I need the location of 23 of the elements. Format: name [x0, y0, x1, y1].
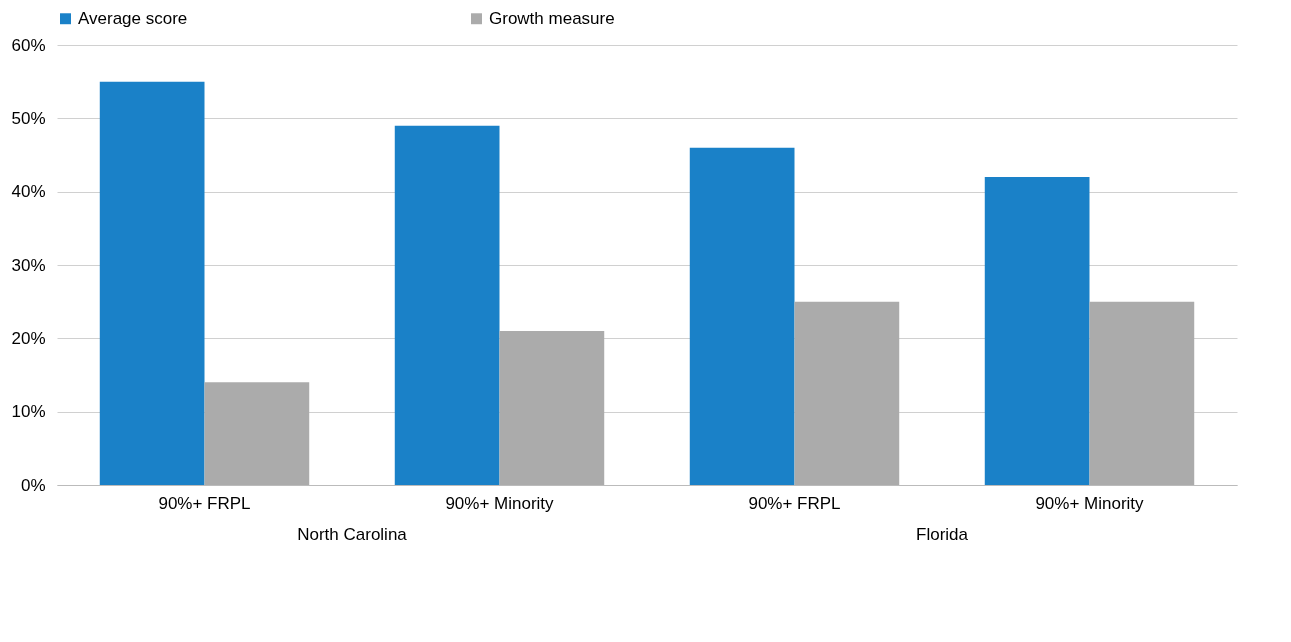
y-tick-label: 10% [11, 402, 46, 422]
bar [794, 301, 900, 485]
legend-label: Growth measure [489, 8, 615, 28]
bar [499, 331, 605, 485]
x-tick-label: 90%+ Minority [445, 493, 555, 513]
x-tick-label: 90%+ Minority [1035, 493, 1145, 513]
bar [984, 177, 1090, 485]
x-tick-label: 90%+ FRPL [158, 493, 251, 513]
bar [1089, 301, 1195, 485]
bar [204, 382, 310, 485]
y-tick-label: 40% [11, 182, 46, 202]
bar [99, 81, 205, 485]
y-tick-label: 50% [11, 108, 46, 128]
y-tick-label: 0% [20, 475, 46, 495]
y-tick-label: 60% [11, 35, 46, 55]
legend-label: Average score [78, 8, 188, 28]
bar [689, 147, 795, 485]
text: North Carolina [297, 525, 408, 544]
y-tick-label: 30% [11, 255, 46, 275]
x-tick-label: 90%+ FRPL [748, 493, 841, 513]
y-tick-label: 20% [11, 328, 46, 348]
bar [394, 125, 500, 485]
text: Florida [916, 525, 969, 544]
